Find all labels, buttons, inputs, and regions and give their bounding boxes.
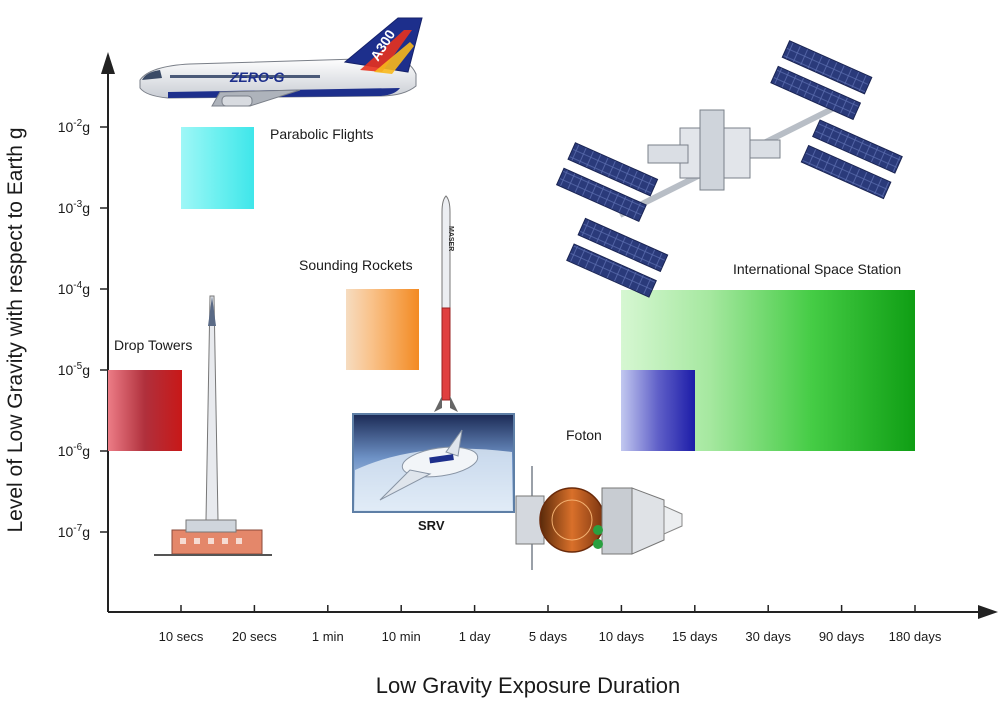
foton-range — [621, 370, 695, 451]
x-tick-marks — [180, 605, 916, 612]
drop-towers-label: Drop Towers — [114, 337, 192, 353]
y-tick-unit: g — [82, 200, 90, 216]
x-tick-label: 30 days — [745, 629, 791, 644]
sounding-rockets-label: Sounding Rockets — [299, 257, 413, 273]
y-tick-unit: g — [82, 281, 90, 297]
foton-label: Foton — [566, 427, 602, 443]
y-tick-label: 10-2g — [58, 118, 90, 135]
y-tick-base: 10 — [58, 362, 74, 378]
x-tick-label: 10 secs — [159, 629, 204, 644]
iss-icon — [555, 40, 903, 298]
y-tick-base: 10 — [58, 281, 74, 297]
y-tick-label: 10-7g — [58, 523, 90, 540]
x-tick-label: 5 days — [529, 629, 568, 644]
y-axis-arrow-icon — [101, 52, 115, 74]
rocket-brand-text: MASER — [447, 226, 454, 251]
y-tick-unit: g — [82, 443, 90, 459]
y-tick-base: 10 — [58, 443, 74, 459]
sounding-rockets-range — [346, 289, 419, 370]
y-tick-marks — [100, 126, 108, 533]
parabolic-flights-range — [181, 127, 254, 209]
drop-tower-icon — [154, 295, 272, 556]
y-tick-exponent: -3 — [73, 199, 82, 210]
x-axis-title: Low Gravity Exposure Duration — [376, 673, 680, 698]
x-axis-arrow-icon — [978, 605, 998, 619]
y-tick-exponent: -4 — [73, 280, 82, 291]
y-axis — [101, 52, 115, 612]
srv-photo — [352, 413, 515, 513]
y-tick-exponent: -2 — [73, 118, 82, 129]
x-axis — [108, 605, 998, 619]
y-tick-exponent: -6 — [73, 442, 82, 453]
y-tick-label: 10-3g — [58, 199, 90, 216]
sounding-rocket-icon: MASER — [434, 195, 458, 412]
y-tick-unit: g — [82, 362, 90, 378]
y-tick-exponent: -5 — [73, 361, 82, 372]
y-tick-base: 10 — [58, 524, 74, 540]
x-tick-label: 1 min — [312, 629, 344, 644]
drop-towers-range — [108, 370, 182, 451]
y-tick-label: 10-5g — [58, 361, 90, 378]
x-tick-label: 1 day — [459, 629, 491, 644]
y-tick-label: 10-4g — [58, 280, 90, 297]
x-tick-label: 20 secs — [232, 629, 277, 644]
y-tick-unit: g — [82, 524, 90, 540]
iss-label: International Space Station — [733, 261, 901, 277]
y-tick-base: 10 — [58, 119, 74, 135]
y-tick-label: 10-6g — [58, 442, 90, 459]
airplane-icon: A300 ZERO-G — [139, 17, 423, 107]
parabolic-flights-label: Parabolic Flights — [270, 126, 374, 142]
aircraft-brand-text: ZERO-G — [229, 69, 285, 85]
x-tick-label: 15 days — [672, 629, 718, 644]
x-tick-label: 90 days — [819, 629, 865, 644]
x-tick-label: 10 days — [599, 629, 645, 644]
y-axis-title: Level of Low Gravity with respect to Ear… — [4, 127, 27, 532]
srv-label: SRV — [418, 518, 445, 533]
y-tick-base: 10 — [58, 200, 74, 216]
y-tick-unit: g — [82, 119, 90, 135]
x-tick-label: 10 min — [382, 629, 421, 644]
y-tick-exponent: -7 — [73, 523, 82, 534]
x-tick-labels: 10 secs 20 secs 1 min 10 min 1 day 5 days 10 d… — [159, 629, 942, 644]
x-tick-label: 180 days — [889, 629, 942, 644]
foton-capsule-icon — [515, 466, 683, 570]
